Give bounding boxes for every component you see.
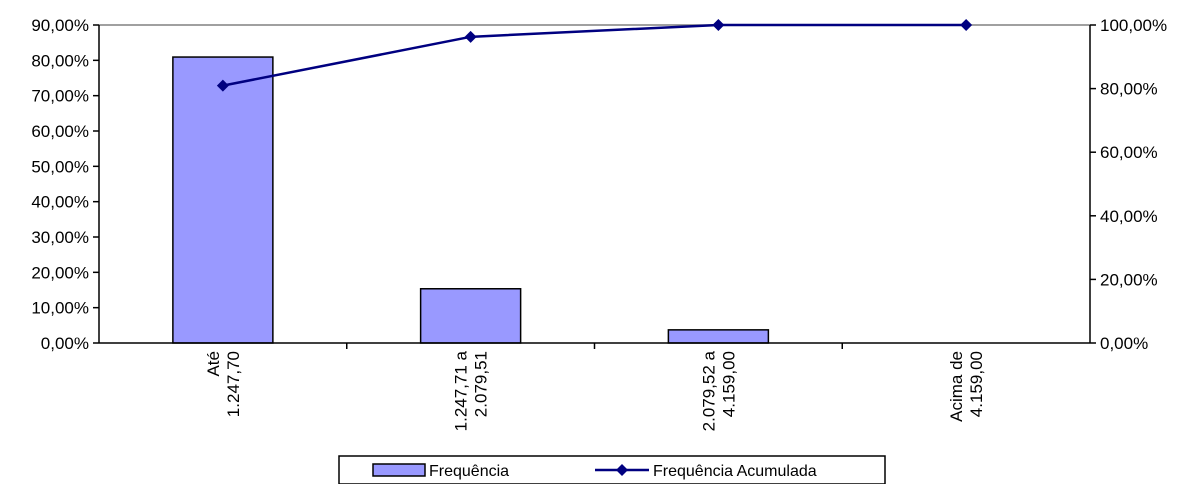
- cumulative-point-1: [464, 30, 477, 43]
- bar-2: [667, 329, 770, 344]
- y-right-tick-label-2: 40,00%: [1100, 207, 1158, 226]
- bar-1: [419, 288, 522, 344]
- y-left-tick-label-1: 10,00%: [31, 299, 89, 318]
- y-right-tick-label-4: 80,00%: [1100, 80, 1158, 99]
- category-label-1: 1.247,71 a 2.079,51: [452, 350, 491, 431]
- cumulative-point-3: [960, 19, 973, 31]
- bars-layer: [172, 56, 770, 344]
- category-label-3-line-0: Acima de: [947, 351, 966, 422]
- y-left-tick-label-8: 80,00%: [31, 51, 89, 70]
- cumulative-line-layer: [216, 19, 973, 92]
- category-label-1-line-0: 1.247,71 a: [452, 350, 471, 431]
- y-right-tick-label-5: 100,00%: [1100, 16, 1167, 35]
- y-right-tick-label-1: 20,00%: [1100, 270, 1158, 289]
- category-label-0-line-1: 1.247,70: [224, 351, 243, 417]
- legend-swatch-marker: [616, 464, 628, 476]
- y-left-tick-label-5: 50,00%: [31, 157, 89, 176]
- cumulative-line: [222, 23, 967, 87]
- cumulative-point-0: [216, 79, 229, 92]
- legend-swatch-bars: [372, 463, 426, 477]
- legend-label-bars: Frequência: [429, 463, 509, 480]
- legend: Frequência Frequência Acumulada: [338, 455, 886, 484]
- legend-label-line: Frequência Acumulada: [653, 463, 817, 480]
- y-left-tick-label-3: 30,00%: [31, 228, 89, 247]
- category-label-2: 2.079,52 a 4.159,00: [699, 350, 738, 431]
- y-left-tick-label-6: 60,00%: [31, 122, 89, 141]
- category-label-0: Até 1.247,70: [204, 351, 243, 417]
- y-right-tick-label-0: 0,00%: [1100, 334, 1148, 353]
- y-left-tick-label-2: 20,00%: [31, 263, 89, 282]
- category-label-3: Acima de 4.159,00: [947, 351, 986, 422]
- y-left-tick-label-7: 70,00%: [31, 87, 89, 106]
- category-label-1-line-1: 2.079,51: [472, 351, 491, 417]
- bar-0: [172, 56, 274, 344]
- y-left-tick-label-4: 40,00%: [31, 193, 89, 212]
- category-label-0-line-0: Até: [204, 351, 223, 377]
- y-left-tick-label-9: 90,00%: [31, 16, 89, 35]
- category-label-3-line-1: 4.159,00: [967, 351, 986, 417]
- cumulative-point-2: [712, 19, 725, 31]
- y-right-tick-label-3: 60,00%: [1100, 143, 1158, 162]
- category-label-2-line-1: 4.159,00: [719, 351, 738, 417]
- category-label-2-line-0: 2.079,52 a: [699, 350, 718, 431]
- axes-layer: 0,00% 10,00% 20,00% 30,00% 40,00% 50,00% 60,00…: [31, 16, 1167, 431]
- y-left-tick-label-0: 0,00%: [41, 334, 89, 353]
